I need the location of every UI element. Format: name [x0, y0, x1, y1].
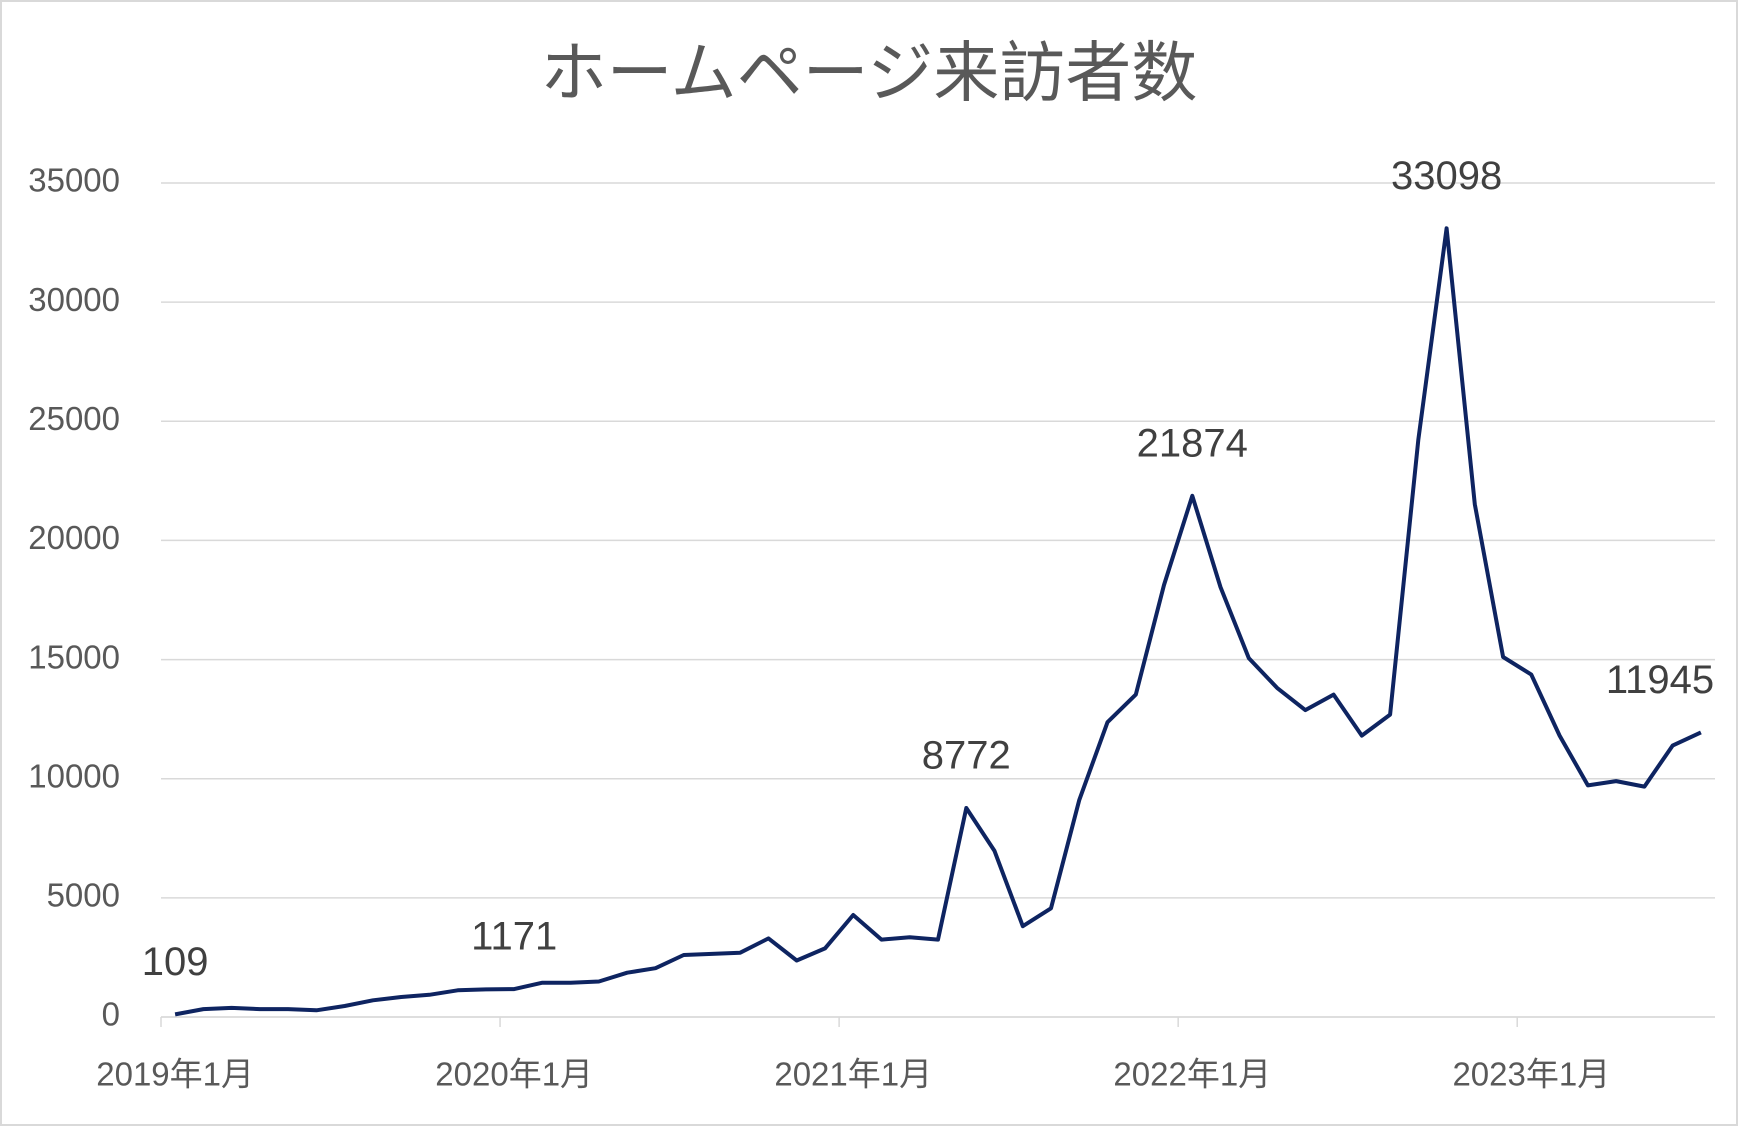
data-label: 33098: [1391, 154, 1502, 198]
x-tick-label: 2022年1月: [1113, 1056, 1271, 1093]
y-tick-label: 15000: [28, 638, 120, 675]
y-tick-label: 30000: [28, 281, 120, 318]
line-series: [174, 226, 1702, 1017]
y-tick-label: 5000: [47, 877, 120, 914]
x-tick-label: 2019年1月: [96, 1056, 254, 1093]
data-label: 8772: [922, 734, 1011, 778]
y-tick-label: 20000: [28, 519, 120, 556]
y-tick-label: 25000: [28, 400, 120, 437]
data-label: 109: [142, 940, 209, 984]
data-label: 11945: [1606, 658, 1714, 702]
x-tick-label: 2023年1月: [1452, 1056, 1610, 1093]
data-label: 21874: [1137, 421, 1248, 465]
x-tick-label: 2020年1月: [435, 1056, 593, 1093]
data-label: 1171: [471, 915, 557, 959]
y-tick-label: 35000: [28, 162, 120, 199]
chart-title: ホームページ来訪者数: [541, 35, 1198, 109]
x-tick-label: 2021年1月: [774, 1056, 932, 1093]
y-tick-label: 0: [102, 996, 120, 1033]
y-tick-label: 10000: [28, 757, 120, 794]
